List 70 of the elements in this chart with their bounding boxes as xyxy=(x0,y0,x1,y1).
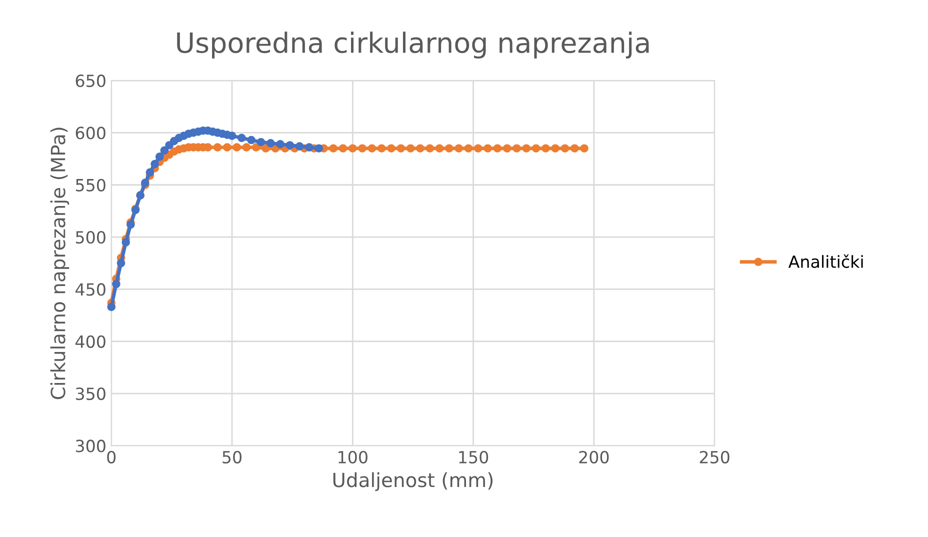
y-tick-label: 300 xyxy=(76,440,106,452)
y-tick-label: 650 xyxy=(76,74,106,88)
point xyxy=(570,144,579,153)
point xyxy=(295,142,304,150)
point xyxy=(426,144,434,153)
point xyxy=(522,144,531,153)
point xyxy=(252,143,260,152)
point xyxy=(232,143,241,152)
point xyxy=(541,144,550,153)
y-tick-label: 400 xyxy=(76,335,106,348)
point xyxy=(223,143,232,152)
point xyxy=(377,144,386,153)
x-tick-label: 200 xyxy=(579,450,609,464)
point xyxy=(406,144,415,153)
legend-label: Analitički xyxy=(788,254,863,268)
point xyxy=(228,132,236,140)
x-tick-label: 0 xyxy=(107,450,116,464)
point xyxy=(387,144,396,153)
point xyxy=(160,146,169,155)
y-tick-label: 450 xyxy=(76,283,106,296)
y-axis-title: Cirkularno naprezanje (MPa) xyxy=(50,128,70,400)
x-axis-title: Udaljenost (mm) xyxy=(333,472,493,492)
point xyxy=(329,144,338,153)
point xyxy=(262,144,270,153)
point xyxy=(464,144,473,153)
point xyxy=(454,144,463,153)
chart-title: Usporedna cirkularnog naprezanja xyxy=(177,32,649,59)
y-tick-label: 600 xyxy=(76,126,106,140)
point xyxy=(435,144,444,153)
point xyxy=(256,138,266,146)
y-tick-label: 350 xyxy=(76,388,106,400)
point xyxy=(112,280,120,288)
x-tick-label: 50 xyxy=(222,450,242,464)
point xyxy=(116,258,126,268)
point xyxy=(247,136,256,144)
point xyxy=(348,144,357,153)
point xyxy=(560,144,570,153)
point xyxy=(484,144,492,153)
point xyxy=(237,134,246,142)
x-tick-label: 150 xyxy=(459,450,488,464)
point xyxy=(551,144,560,153)
point xyxy=(140,178,150,187)
point xyxy=(338,144,348,153)
point xyxy=(512,144,521,153)
point xyxy=(358,144,366,153)
point xyxy=(444,144,454,153)
point xyxy=(502,144,512,153)
point xyxy=(416,144,424,153)
point xyxy=(213,143,222,152)
point xyxy=(493,144,502,153)
point xyxy=(266,138,275,148)
point xyxy=(532,144,540,153)
point xyxy=(368,144,376,153)
point xyxy=(474,144,482,153)
x-tick-label: 250 xyxy=(700,450,730,464)
point xyxy=(122,238,130,246)
y-tick-label: 500 xyxy=(76,231,106,244)
point xyxy=(580,144,588,153)
point xyxy=(305,143,314,152)
point xyxy=(286,141,294,150)
point xyxy=(276,140,284,148)
point xyxy=(155,152,164,161)
point xyxy=(150,160,159,168)
x-tick-label: 100 xyxy=(338,450,368,464)
point xyxy=(242,143,251,152)
y-tick-label: 550 xyxy=(76,178,106,192)
point xyxy=(146,168,154,177)
point xyxy=(314,144,324,153)
point xyxy=(107,302,116,312)
point xyxy=(396,144,406,153)
